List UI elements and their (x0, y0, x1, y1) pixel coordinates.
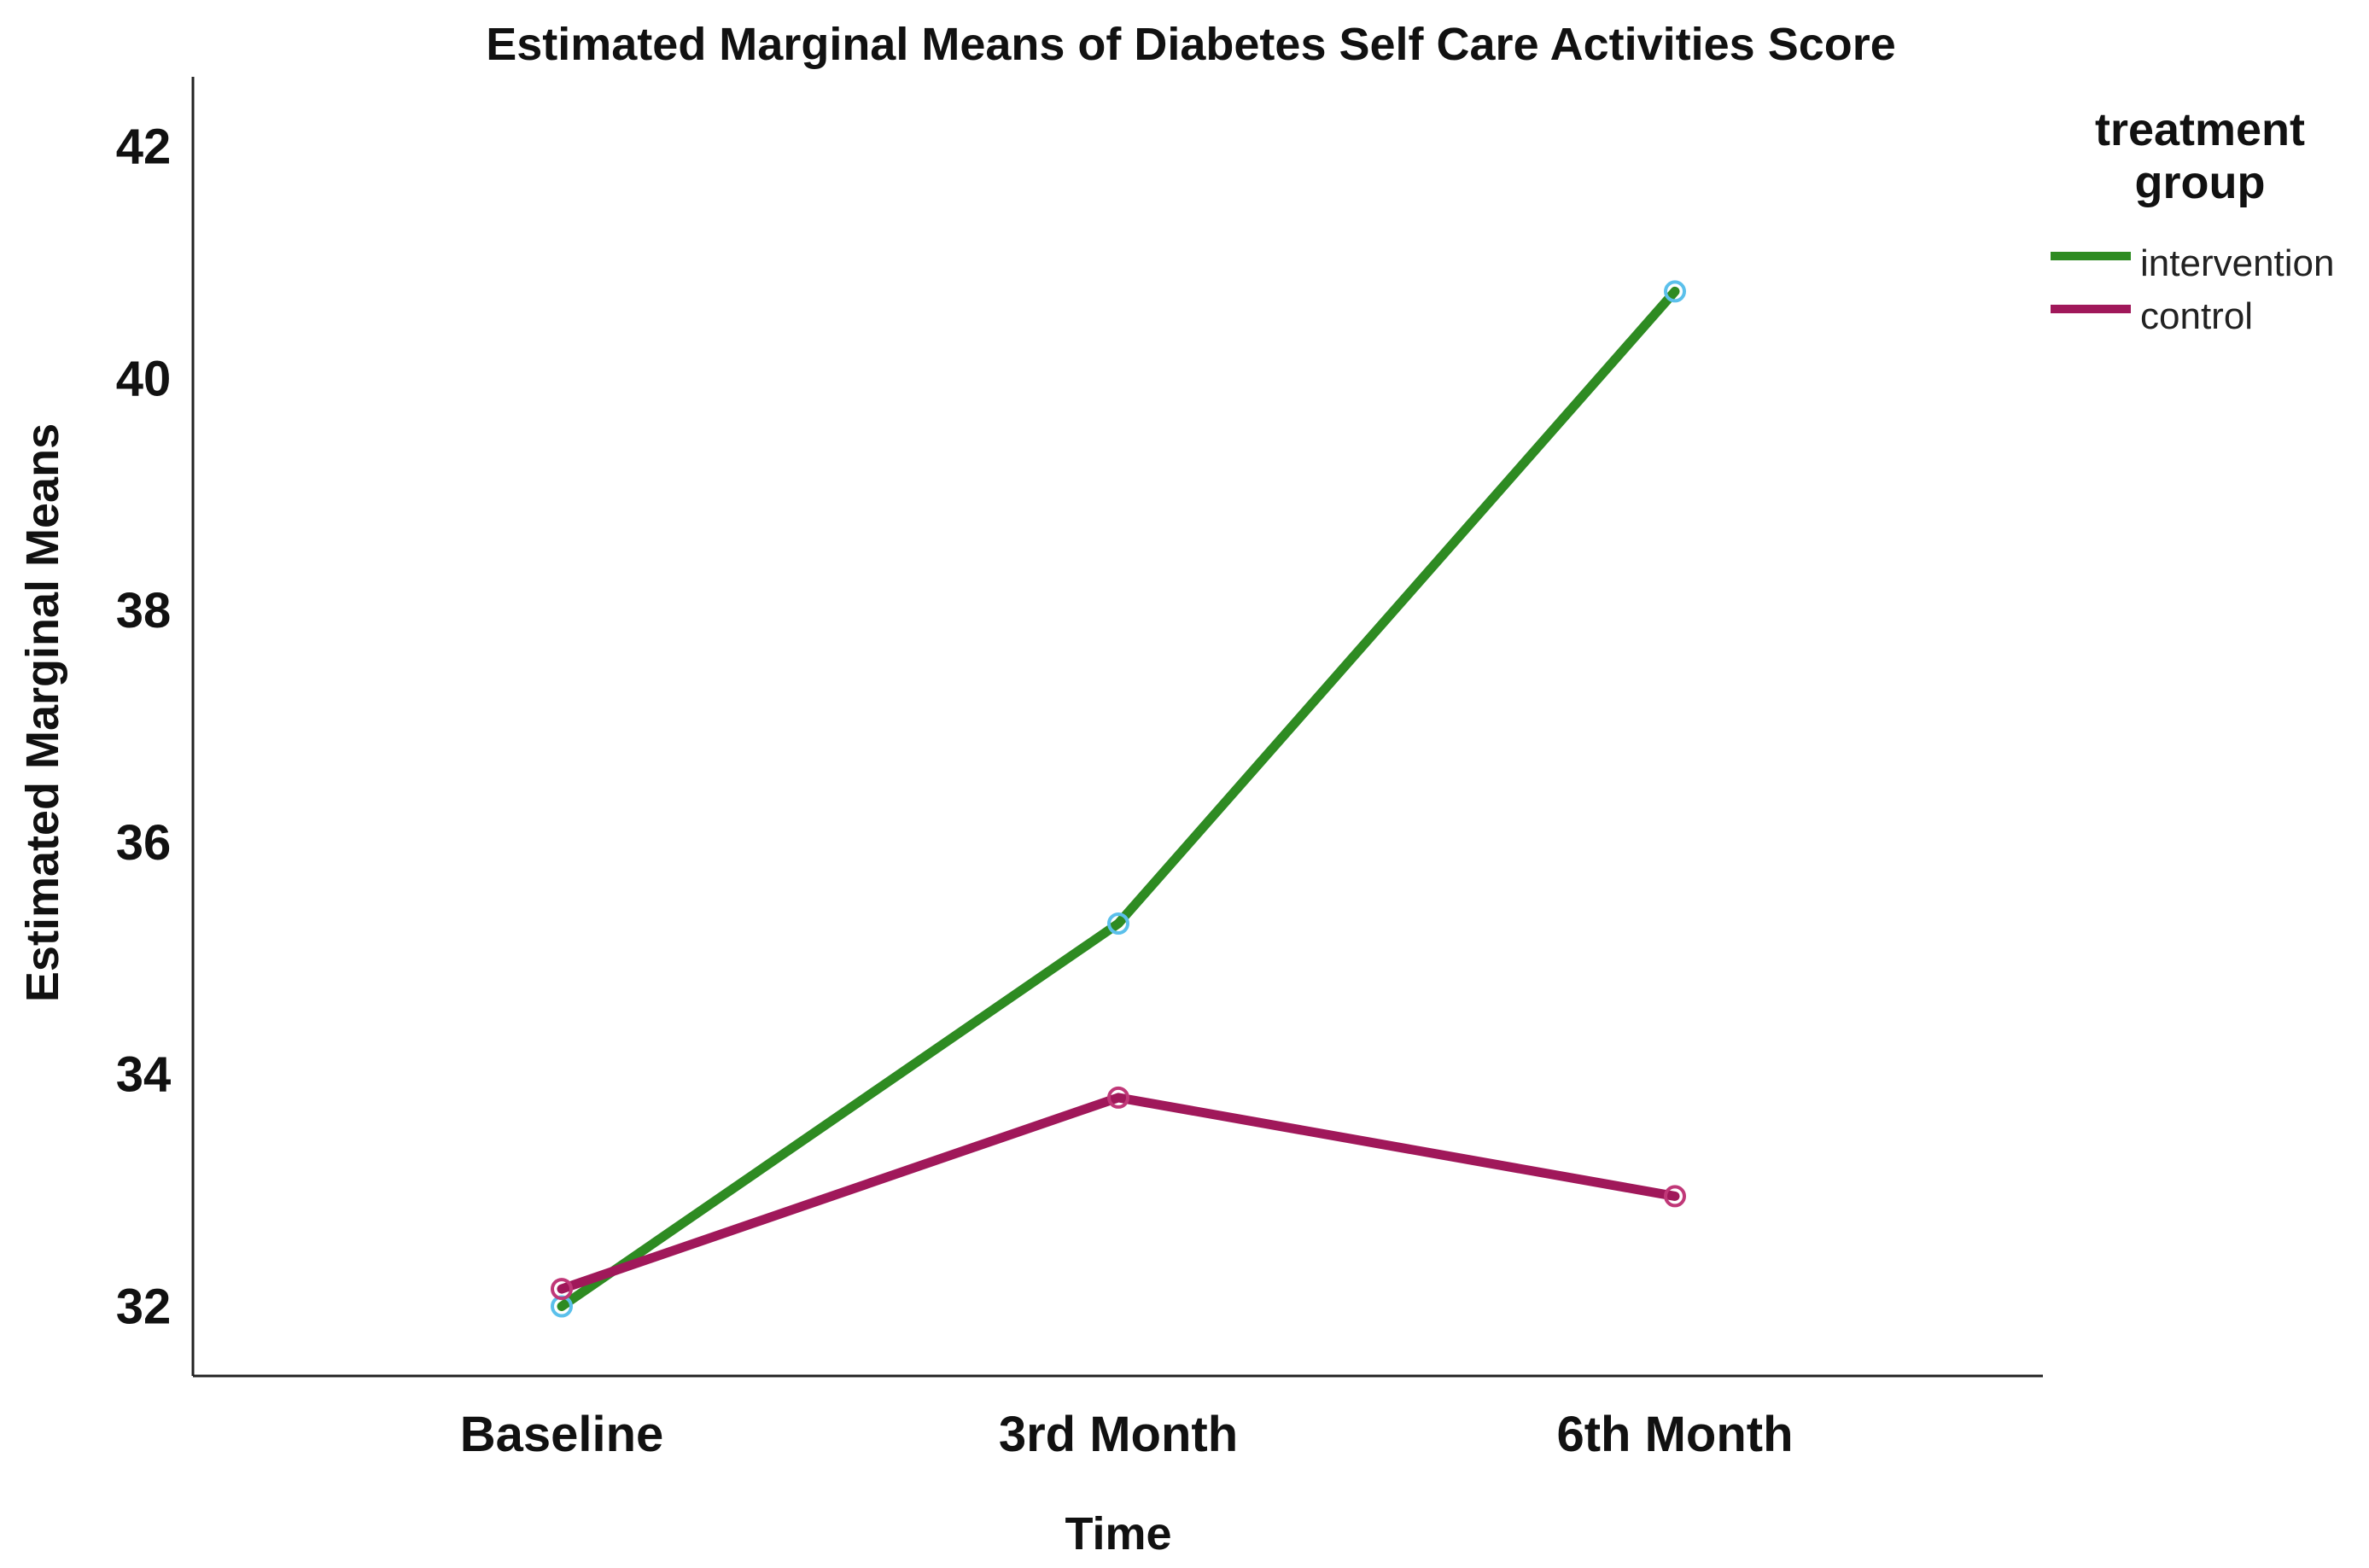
chart-title: Estimated Marginal Means of Diabetes Sel… (486, 19, 1896, 70)
x-tick-label: 3rd Month (999, 1407, 1238, 1462)
x-tick-label: Baseline (460, 1407, 664, 1462)
y-axis-title: Estimated Marginal Means (17, 423, 68, 1002)
x-axis-title: Time (1065, 1508, 1171, 1559)
y-tick-label: 34 (116, 1047, 172, 1103)
legend-title-line2: group (2135, 157, 2266, 208)
y-tick-labels: 32 34 36 38 40 42 (116, 119, 172, 1335)
data-point-intervention-3 (1664, 280, 1686, 303)
y-tick-label: 42 (116, 119, 172, 175)
data-point-control-3 (1664, 1185, 1686, 1208)
data-point-intervention-2 (1107, 912, 1129, 935)
series-line-intervention (557, 286, 1680, 1311)
legend-label-control: control (2140, 295, 2253, 337)
x-tick-label: 6th Month (1556, 1407, 1793, 1462)
data-point-control-2 (1107, 1086, 1129, 1109)
data-point-control-1 (551, 1278, 573, 1301)
markers-control (551, 1086, 1686, 1301)
y-tick-label: 40 (116, 351, 172, 406)
x-tick-labels: Baseline 3rd Month 6th Month (460, 1407, 1794, 1462)
series-line-control (557, 1093, 1680, 1294)
legend-title-line1: treatment (2095, 104, 2305, 155)
y-tick-label: 36 (116, 815, 172, 871)
legend: treatment group intervention control (2051, 104, 2334, 337)
y-tick-label: 32 (116, 1279, 172, 1334)
markers-intervention (551, 280, 1686, 1318)
y-tick-label: 38 (116, 583, 172, 638)
legend-label-intervention: intervention (2140, 242, 2334, 284)
